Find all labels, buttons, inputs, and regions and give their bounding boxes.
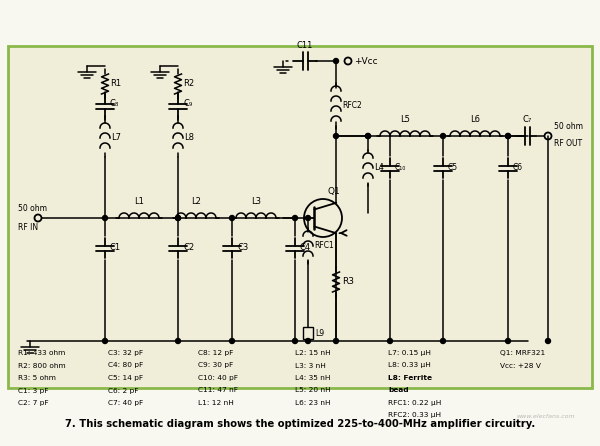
Text: Vcc: +28 V: Vcc: +28 V [500, 363, 541, 368]
Text: C₉: C₉ [183, 99, 192, 107]
Text: R3: 5 ohm: R3: 5 ohm [18, 375, 56, 381]
Circle shape [505, 339, 511, 343]
Text: L8: L8 [184, 133, 194, 143]
Text: Q1: MRF321: Q1: MRF321 [500, 350, 545, 356]
Text: C1: 3 pF: C1: 3 pF [18, 388, 49, 393]
Text: L8: Ferrite: L8: Ferrite [388, 375, 432, 381]
Text: 7. This schematic diagram shows the optimized 225-to-400-MHz amplifier circuitry: 7. This schematic diagram shows the opti… [65, 419, 535, 429]
Text: L7: 0.15 μH: L7: 0.15 μH [388, 350, 431, 356]
Text: L1: L1 [134, 197, 144, 206]
Text: C1: C1 [110, 244, 121, 252]
Text: L7: L7 [111, 133, 121, 143]
Text: L6: 23 nH: L6: 23 nH [295, 400, 331, 406]
Circle shape [365, 133, 371, 139]
Text: C2: 7 pF: C2: 7 pF [18, 400, 49, 406]
Circle shape [229, 215, 235, 220]
Text: L2: L2 [191, 197, 201, 206]
Text: L4: 35 nH: L4: 35 nH [295, 375, 331, 381]
Circle shape [545, 339, 551, 343]
Circle shape [334, 133, 338, 139]
Text: C6: 2 pF: C6: 2 pF [108, 388, 139, 393]
Text: www.elecfans.com: www.elecfans.com [517, 413, 575, 418]
Circle shape [176, 215, 181, 220]
Bar [303, 327, 313, 339]
Text: RFC2: RFC2 [342, 102, 362, 111]
Text: C₁₀: C₁₀ [395, 164, 406, 173]
Text: C10: 40 pF: C10: 40 pF [198, 375, 238, 381]
Text: C5: C5 [448, 164, 458, 173]
Circle shape [440, 133, 445, 139]
Text: C5: 14 pF: C5: 14 pF [108, 375, 143, 381]
Circle shape [103, 339, 107, 343]
Text: C11: 47 nF: C11: 47 nF [198, 388, 238, 393]
Text: R2: 800 ohm: R2: 800 ohm [18, 363, 66, 368]
Text: C4: 80 pF: C4: 80 pF [108, 363, 143, 368]
Text: C11: C11 [297, 41, 313, 50]
Circle shape [365, 133, 371, 139]
Circle shape [176, 215, 181, 220]
Text: RFC2: 0.33 μH: RFC2: 0.33 μH [388, 413, 441, 418]
Text: L9: L9 [315, 329, 324, 338]
Circle shape [229, 339, 235, 343]
Text: L1: 12 nH: L1: 12 nH [198, 400, 234, 406]
Circle shape [334, 58, 338, 63]
Text: Q1: Q1 [328, 187, 341, 196]
Text: C6: C6 [513, 164, 523, 173]
Text: L5: L5 [400, 115, 410, 124]
Circle shape [305, 339, 311, 343]
Text: C4: C4 [300, 244, 311, 252]
Text: RF IN: RF IN [18, 223, 38, 232]
Text: C₈: C₈ [110, 99, 119, 107]
Text: RFC1: RFC1 [314, 241, 334, 251]
Circle shape [293, 339, 298, 343]
Text: L4: L4 [374, 164, 384, 173]
Text: L5: 20 nH: L5: 20 nH [295, 388, 331, 393]
Circle shape [505, 133, 511, 139]
Text: +Vcc: +Vcc [354, 57, 377, 66]
Text: C2: C2 [183, 244, 194, 252]
Circle shape [305, 215, 311, 220]
Text: L2: 15 nH: L2: 15 nH [295, 350, 331, 356]
Circle shape [440, 339, 445, 343]
Text: bead: bead [388, 388, 409, 393]
Text: C3: 32 pF: C3: 32 pF [108, 350, 143, 356]
Circle shape [505, 133, 511, 139]
Text: L6: L6 [470, 115, 480, 124]
Circle shape [388, 339, 392, 343]
Circle shape [293, 215, 298, 220]
Bar [8, 46, 592, 388]
Text: L8: 0.33 μH: L8: 0.33 μH [388, 363, 431, 368]
Text: C7: 40 pF: C7: 40 pF [108, 400, 143, 406]
Circle shape [176, 339, 181, 343]
Text: R3: R3 [342, 277, 354, 286]
Text: 50 ohm: 50 ohm [18, 204, 47, 213]
Circle shape [103, 215, 107, 220]
Text: R2: R2 [183, 79, 194, 88]
Text: C9: 30 pF: C9: 30 pF [198, 363, 233, 368]
Text: C3: C3 [237, 244, 248, 252]
Circle shape [334, 339, 338, 343]
Text: C₇: C₇ [523, 115, 532, 124]
Text: 50 ohm: 50 ohm [554, 122, 583, 131]
Text: RF OUT: RF OUT [554, 139, 582, 148]
Text: R1: R1 [110, 79, 121, 88]
Text: L3: 3 nH: L3: 3 nH [295, 363, 326, 368]
Text: C8: 12 pF: C8: 12 pF [198, 350, 233, 356]
Text: R1: 433 ohm: R1: 433 ohm [18, 350, 65, 356]
Text: L3: L3 [251, 197, 261, 206]
Text: RFC1: 0.22 μH: RFC1: 0.22 μH [388, 400, 441, 406]
